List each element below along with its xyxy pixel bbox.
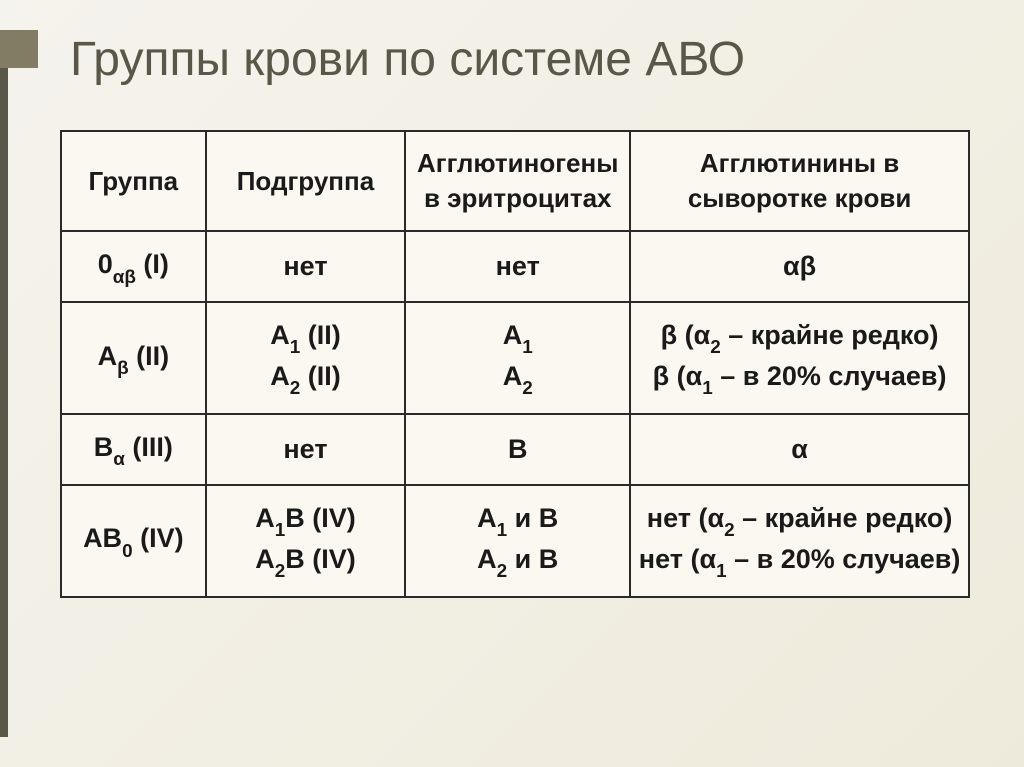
table-header-row: Группа Подгруппа Агглютиногены в эритроц… bbox=[61, 131, 969, 231]
cell-group: AB0 (IV) bbox=[61, 485, 206, 597]
col-header-subgroup: Подгруппа bbox=[206, 131, 406, 231]
col-header-group: Группа bbox=[61, 131, 206, 231]
cell-agglutinogens: B bbox=[405, 414, 630, 485]
cell-agglutinins: αβ bbox=[630, 231, 969, 302]
cell-subgroup: A1 (II)A2 (II) bbox=[206, 302, 406, 414]
table-row: Bα (III)нетBα bbox=[61, 414, 969, 485]
cell-group: Bα (III) bbox=[61, 414, 206, 485]
blood-groups-table-wrap: Группа Подгруппа Агглютиногены в эритроц… bbox=[60, 130, 970, 598]
cell-group: 0αβ (I) bbox=[61, 231, 206, 302]
col-header-agglutinins: Агглютинины в сыворотке крови bbox=[630, 131, 969, 231]
cell-subgroup: A1B (IV)A2B (IV) bbox=[206, 485, 406, 597]
cell-agglutinins: β (α2 – крайне редко)β (α1 – в 20% случа… bbox=[630, 302, 969, 414]
cell-subgroup: нет bbox=[206, 414, 406, 485]
table-body: 0αβ (I)нетнетαβAβ (II)A1 (II)A2 (II)A1A2… bbox=[61, 231, 969, 596]
cell-group: Aβ (II) bbox=[61, 302, 206, 414]
cell-agglutinogens: нет bbox=[405, 231, 630, 302]
cell-agglutinogens: A1 и BA2 и B bbox=[405, 485, 630, 597]
cell-agglutinins: α bbox=[630, 414, 969, 485]
accent-square bbox=[0, 30, 38, 68]
table-row: AB0 (IV)A1B (IV)A2B (IV)A1 и BA2 и Bнет … bbox=[61, 485, 969, 597]
cell-agglutinogens: A1A2 bbox=[405, 302, 630, 414]
slide-title: Группы крови по системе АВО bbox=[70, 32, 745, 87]
col-header-agglutinogens: Агглютиногены в эритроцитах bbox=[405, 131, 630, 231]
table-row: 0αβ (I)нетнетαβ bbox=[61, 231, 969, 302]
table-row: Aβ (II)A1 (II)A2 (II)A1A2β (α2 – крайне … bbox=[61, 302, 969, 414]
accent-bar bbox=[0, 30, 8, 737]
cell-agglutinins: нет (α2 – крайне редко)нет (α1 – в 20% с… bbox=[630, 485, 969, 597]
cell-subgroup: нет bbox=[206, 231, 406, 302]
blood-groups-table: Группа Подгруппа Агглютиногены в эритроц… bbox=[60, 130, 970, 598]
